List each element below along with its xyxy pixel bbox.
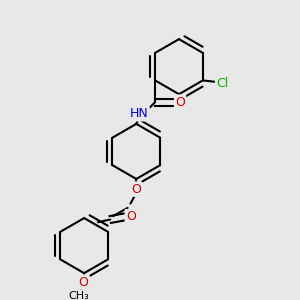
Text: O: O — [175, 96, 185, 109]
Text: O: O — [131, 183, 141, 196]
Text: CH₃: CH₃ — [68, 291, 89, 300]
Text: HN: HN — [130, 107, 148, 120]
Text: O: O — [126, 210, 136, 223]
Text: O: O — [79, 276, 88, 289]
Text: Cl: Cl — [216, 77, 228, 90]
